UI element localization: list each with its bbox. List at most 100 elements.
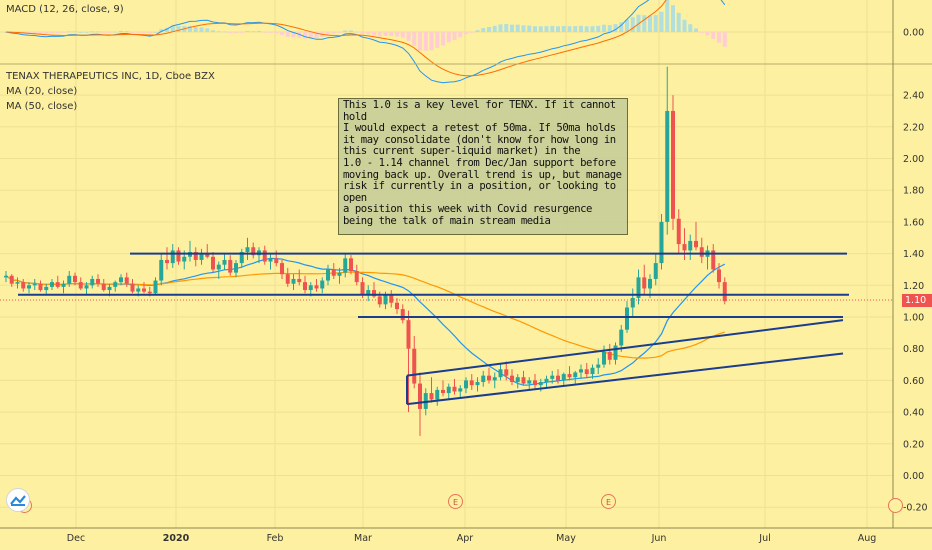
candle — [682, 228, 687, 260]
candle — [119, 274, 123, 286]
macd-histogram-bar — [366, 32, 371, 35]
macd-histogram-bar — [653, 15, 658, 33]
macd-histogram-bar — [251, 31, 256, 32]
price-tick-label: 2.00 — [903, 154, 924, 165]
ma20-line — [5, 257, 726, 386]
macd-histogram-bar — [101, 32, 106, 33]
macd-histogram-bar — [533, 26, 537, 32]
macd-histogram-bar — [107, 32, 112, 33]
candle — [544, 375, 549, 389]
note-line: I would expect a retest of 50ma. If 50ma… — [343, 122, 616, 135]
macd-histogram-bar — [90, 31, 95, 33]
candle — [550, 370, 555, 384]
macd-histogram-bar — [38, 32, 43, 35]
candle — [717, 263, 721, 289]
time-axis[interactable]: Dec 2020 Feb Mar Apr May Jun Jul Aug — [67, 533, 876, 544]
macd-histogram-bar — [400, 32, 405, 38]
candle — [400, 304, 405, 324]
candle — [533, 374, 537, 389]
macd-histogram-bar — [188, 26, 192, 32]
macd-histogram-bar — [55, 32, 60, 34]
earnings-marker[interactable]: E — [448, 494, 463, 509]
trend-drawings[interactable] — [18, 252, 849, 406]
macd-histogram-bar — [314, 32, 319, 39]
candle — [291, 274, 296, 291]
macd-histogram-bar — [671, 5, 675, 33]
macd-histogram-bar — [257, 30, 261, 32]
candle — [469, 374, 474, 390]
macd-histogram-bar — [119, 30, 123, 32]
candle — [337, 267, 342, 284]
macd-histogram-bar — [504, 24, 509, 32]
macd-histogram-bar — [32, 32, 37, 34]
macd-histogram-bar — [659, 11, 664, 32]
candle — [642, 264, 647, 295]
macd-histogram-bar — [487, 26, 491, 32]
macd-histogram-bar — [688, 24, 693, 32]
candle — [556, 369, 560, 384]
macd-tick-label: 0.00 — [903, 28, 924, 39]
macd-histogram-bar — [354, 31, 359, 33]
macd-histogram-bar — [84, 31, 89, 33]
candle — [176, 247, 181, 265]
price-tick-label: 2.40 — [903, 91, 924, 102]
macd-histogram-bar — [498, 24, 503, 32]
time-tick-label: Apr — [457, 533, 474, 544]
price-tick-label: 0.40 — [903, 408, 924, 419]
macd-histogram-bar — [458, 32, 463, 38]
macd-histogram-bar — [469, 32, 474, 33]
macd-histogram-bar — [717, 32, 721, 43]
macd-histogram-bar — [573, 26, 578, 32]
candle — [596, 358, 601, 375]
candle — [665, 66, 670, 235]
candle — [165, 247, 169, 270]
macd-histogram-bar — [418, 32, 422, 51]
macd-histogram-bar — [607, 25, 612, 32]
time-tick-label: Jul — [758, 533, 770, 544]
note-line: it may consolidate (don't know for how l… — [343, 133, 616, 146]
candle — [199, 248, 204, 265]
earnings-marker[interactable]: E — [601, 494, 616, 509]
macd-histogram-bar — [441, 32, 445, 46]
time-tick-label: Dec — [67, 533, 85, 544]
earnings-marker-right-edge[interactable] — [888, 498, 903, 513]
candle — [688, 234, 693, 260]
candle — [50, 278, 54, 291]
candle — [38, 280, 43, 292]
candle — [21, 278, 26, 292]
macd-histogram-bar — [360, 32, 365, 34]
price-tick-label: 1.00 — [903, 313, 924, 324]
candle — [584, 362, 589, 378]
macd-histogram-bar — [78, 31, 83, 33]
candle — [124, 272, 129, 287]
macd-histogram-bar — [73, 31, 77, 33]
candle — [694, 221, 698, 251]
macd-histogram-bar — [343, 30, 348, 32]
idea-text-note[interactable]: This 1.0 is a key level for TENX. If it … — [338, 98, 628, 235]
candle — [521, 370, 526, 386]
macd-histogram-bar — [625, 19, 629, 32]
price-tick-label: 0.60 — [903, 376, 924, 387]
ma50-legend: MA (50, close) — [6, 101, 78, 112]
price-axis[interactable]: 2.40 2.20 2.00 1.80 1.60 1.40 1.20 1.00 0.80 0.60… — [903, 28, 928, 514]
candle — [711, 244, 716, 273]
note-line: risk if currently in a position, or look… — [343, 180, 616, 204]
candle — [699, 237, 704, 264]
tradingview-logo-icon[interactable] — [6, 488, 30, 512]
candle — [590, 364, 595, 379]
macd-histogram-bar — [676, 12, 681, 33]
candle — [251, 242, 256, 259]
channel-upper-line[interactable] — [406, 319, 844, 377]
channel-lower-line[interactable] — [406, 352, 844, 406]
macd-histogram-bar — [285, 32, 290, 37]
macd-histogram-bar — [153, 31, 158, 33]
candle — [429, 377, 434, 403]
macd-histogram-bar — [205, 28, 210, 32]
price-tick-label: 1.20 — [903, 281, 924, 292]
candle — [354, 264, 359, 286]
macd-histogram-bar — [429, 32, 434, 51]
candle — [96, 274, 100, 287]
macd-histogram-bar — [216, 31, 221, 33]
macd-histogram-bar — [556, 26, 560, 32]
